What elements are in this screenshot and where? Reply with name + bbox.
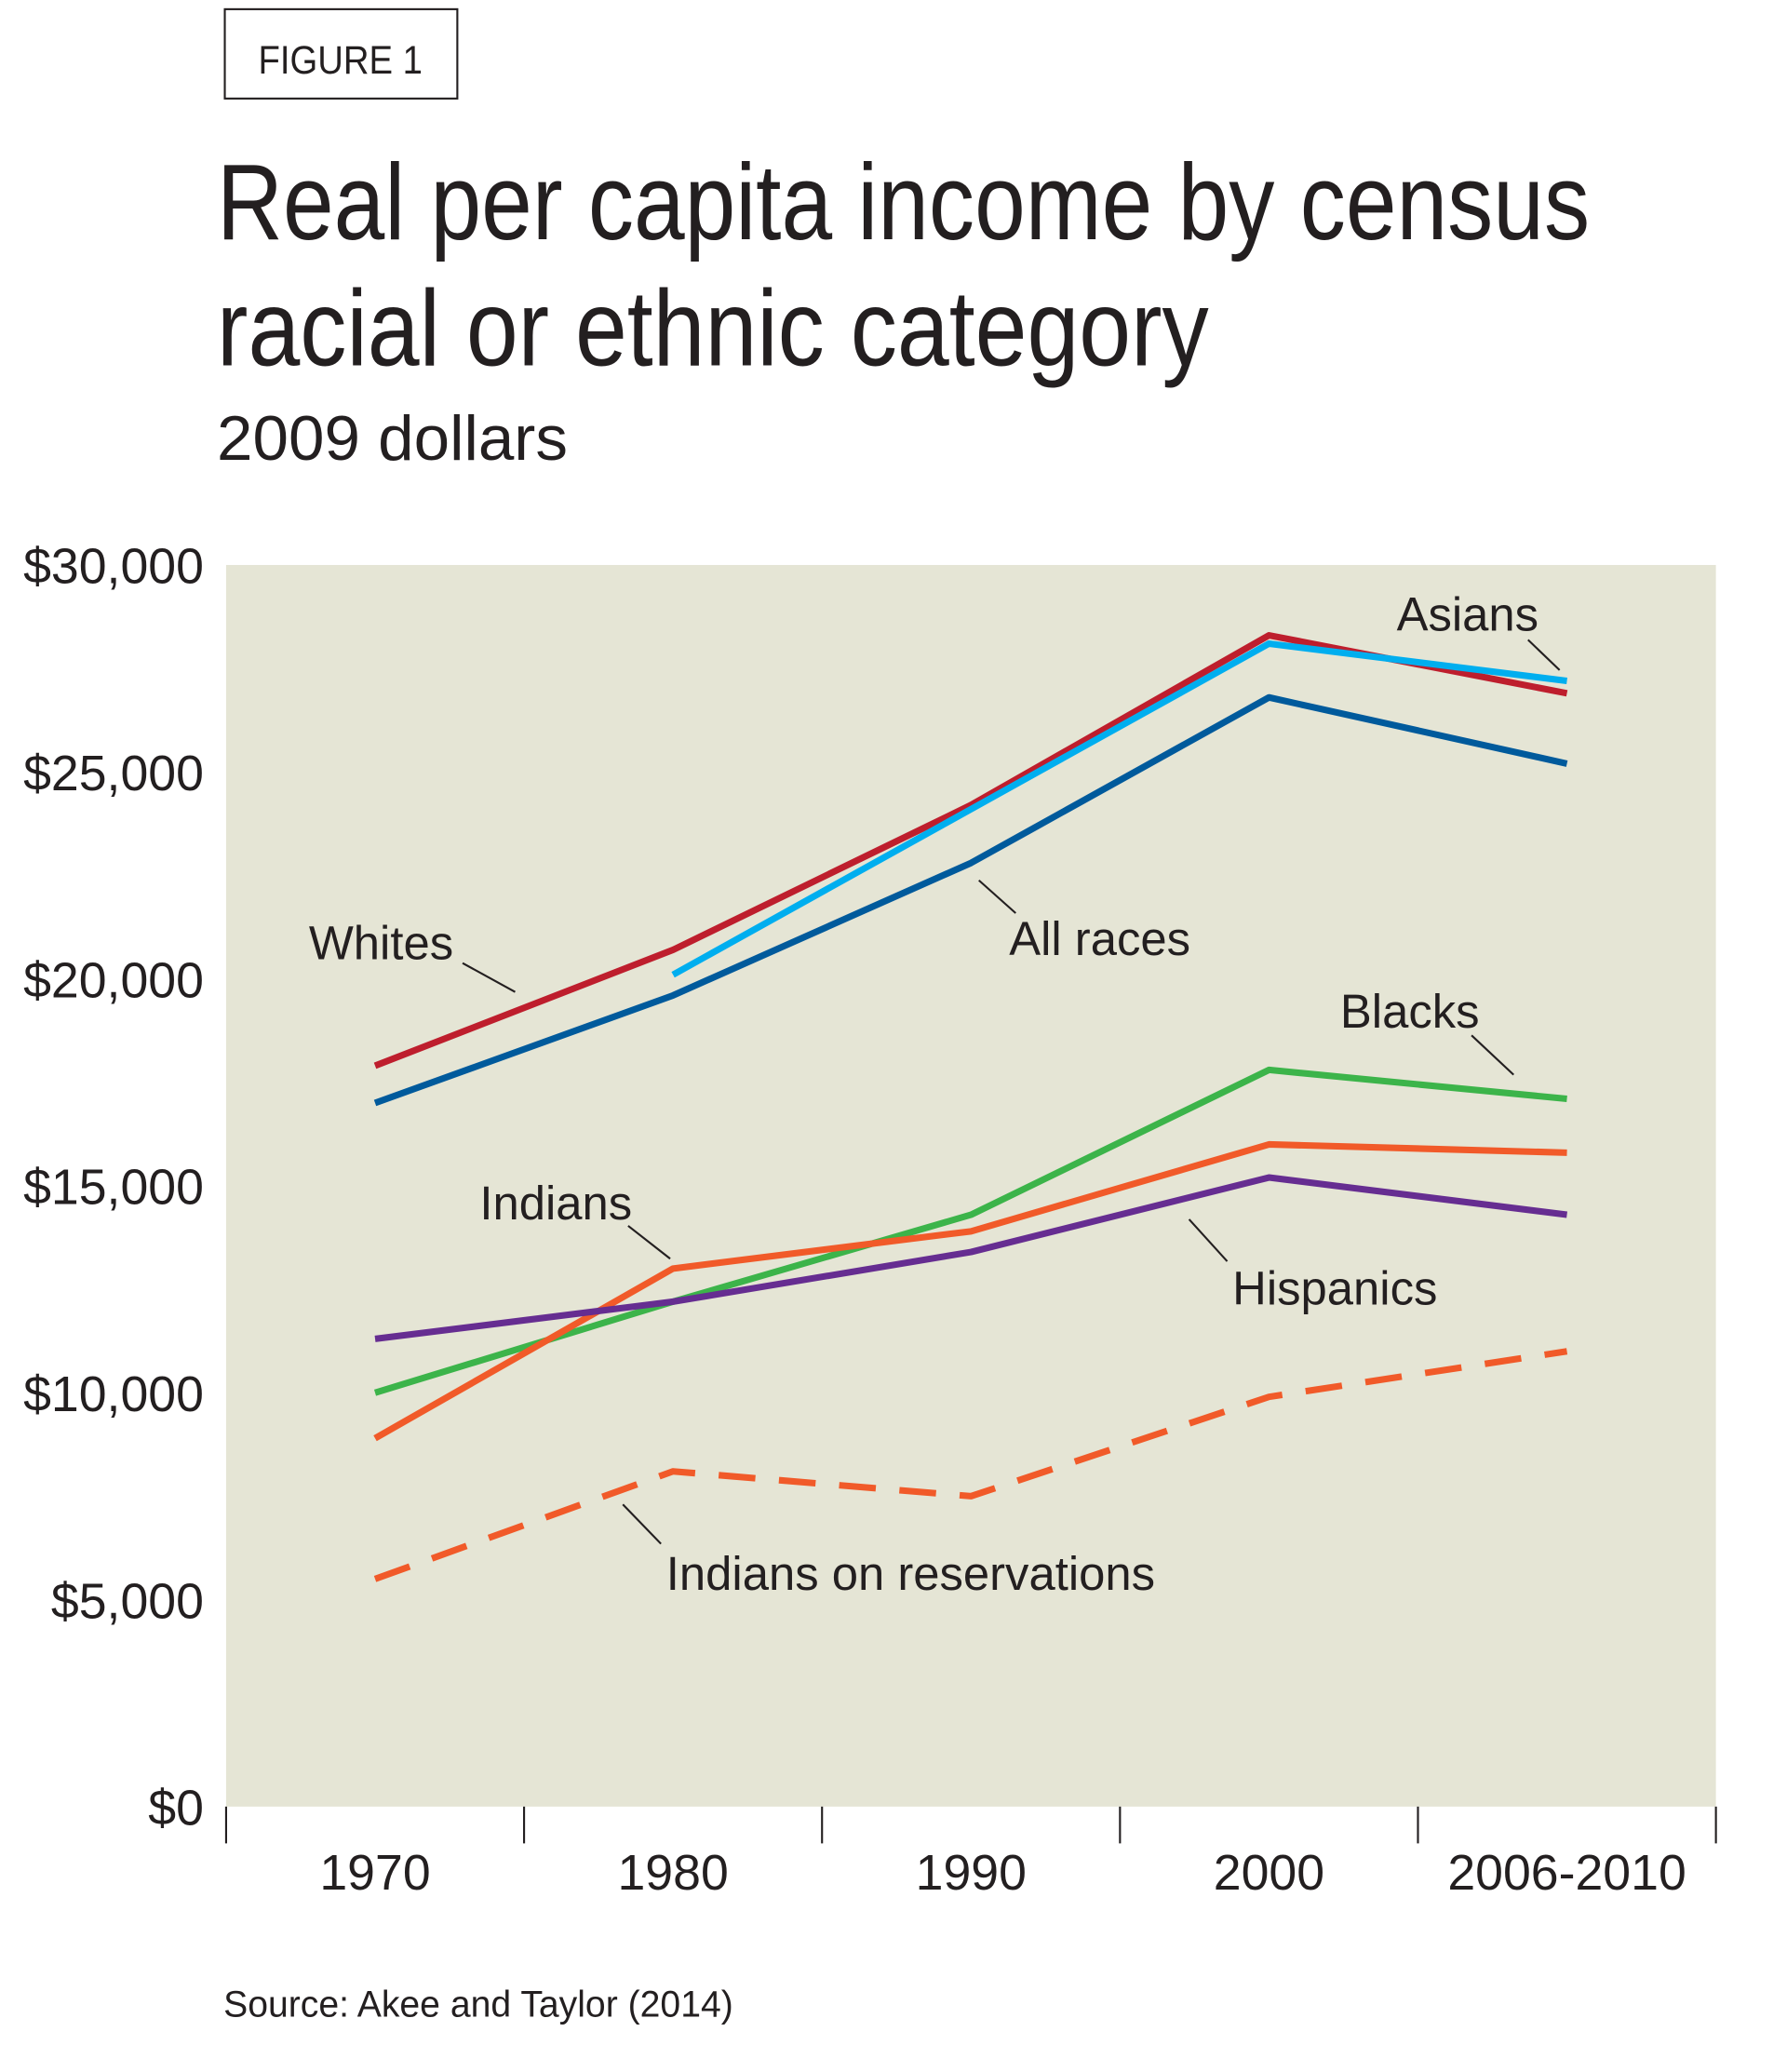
leader-line xyxy=(627,1225,671,1260)
figure-label: FIGURE 1 xyxy=(259,38,423,82)
x-tick-label: 1980 xyxy=(617,1845,728,1901)
leader-line xyxy=(622,1503,662,1545)
series-label: Hispanics xyxy=(1232,1262,1437,1315)
chart-title-line2: racial or ethnic category xyxy=(217,267,1209,388)
y-tick-label: $10,000 xyxy=(23,1366,204,1422)
series-label: Asians xyxy=(1397,588,1538,641)
x-tick-label: 1970 xyxy=(319,1845,430,1901)
series-label: Indians xyxy=(479,1177,632,1230)
series-label: Indians on reservations xyxy=(666,1547,1155,1600)
y-tick-label: $25,000 xyxy=(23,746,204,801)
series-line-all-races xyxy=(373,693,1568,1107)
x-tick-label: 2006-2010 xyxy=(1447,1845,1686,1901)
leader-line xyxy=(1471,1034,1514,1076)
leader-line xyxy=(462,962,516,993)
chart-subtitle: 2009 dollars xyxy=(217,404,568,474)
figure-label-box xyxy=(223,7,459,100)
y-tick-label: $0 xyxy=(148,1781,204,1837)
y-tick-label: $15,000 xyxy=(23,1160,204,1216)
leader-line xyxy=(978,879,1016,914)
series-line-blacks xyxy=(373,1066,1567,1396)
leader-line xyxy=(1188,1218,1229,1262)
plot-area xyxy=(225,564,1716,1807)
y-tick-label: $20,000 xyxy=(23,952,204,1008)
source-note: Source: Akee and Taylor (2014) xyxy=(223,1985,733,2025)
series-line-indians-on-reservations xyxy=(373,1348,1568,1582)
series-label: All races xyxy=(1009,912,1190,965)
series-line-indians xyxy=(373,1140,1567,1442)
series-label: Blacks xyxy=(1340,985,1480,1038)
x-tick-label: 2000 xyxy=(1214,1845,1324,1901)
y-tick-label: $30,000 xyxy=(23,539,204,595)
y-tick-label: $5,000 xyxy=(51,1573,204,1629)
series-label: Whites xyxy=(309,916,453,969)
chart-title-line1: Real per capita income by census xyxy=(217,141,1590,262)
x-tick-label: 1990 xyxy=(916,1845,1027,1901)
series-line-hispanics xyxy=(374,1174,1567,1342)
leader-line xyxy=(1527,639,1561,671)
series-line-asians xyxy=(671,639,1567,978)
